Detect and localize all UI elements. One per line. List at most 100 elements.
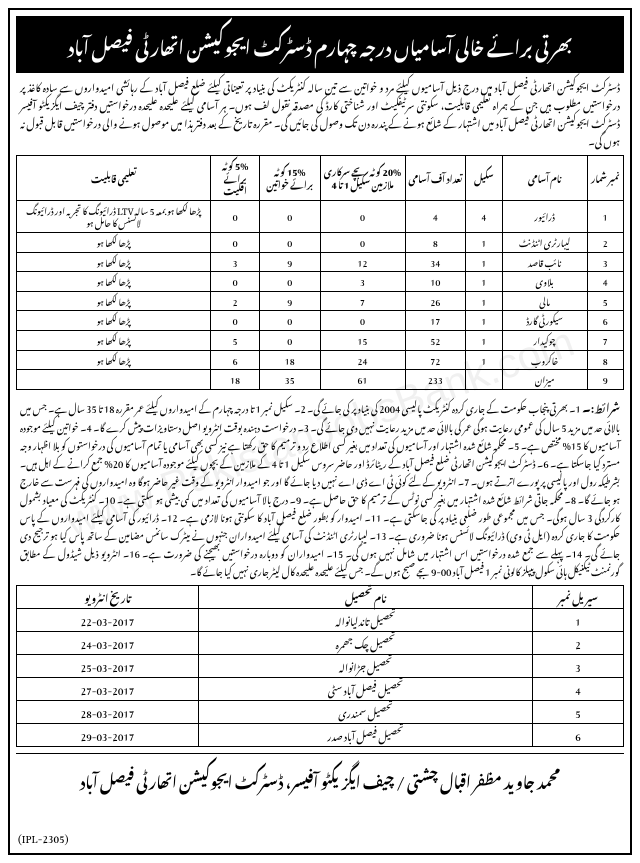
table-cell: 1	[466, 252, 502, 272]
table-cell: 8	[587, 350, 623, 370]
schedule-cell: 5	[532, 701, 623, 724]
table-cell: 1	[587, 200, 623, 232]
table-row: 8خاکروب17224186پڑھا لکھا ہو	[17, 350, 624, 370]
schedule-table: سیریل نمبر نام تحصیل تاریخ انٹرویو 1تحصی…	[16, 585, 624, 747]
table-cell: 15	[320, 330, 405, 350]
table-cell: 1	[466, 232, 502, 252]
table-row: 2لیبارٹری اٹنڈنٹ18000پڑھا لکھا ہو	[17, 232, 624, 252]
schedule-cell: 28-03-2017	[17, 701, 199, 724]
table-header-row: نمبر شمار نام آسامی سکیل تعداد آف آسامی …	[17, 156, 624, 201]
conditions-block: شرائط:۔ 1۔ بھرتی پنجاب حکومت کے جاری کرد…	[16, 396, 624, 579]
table-cell: 10	[405, 272, 466, 292]
col-post: نام آسامی	[502, 156, 587, 201]
schedule-row: 5تحصیل سمندری28-03-2017	[17, 701, 624, 724]
table-row: 6سیکورٹی گارڈ117000پڑھا لکھا ہو	[17, 311, 624, 331]
table-cell: 0	[259, 311, 320, 331]
sch-col-tehsil: نام تحصیل	[199, 586, 533, 609]
schedule-cell: تحصیل تاندلیانوالہ	[199, 609, 533, 632]
table-cell: 12	[320, 252, 405, 272]
schedule-cell: تحصیل فیصل آباد صدر	[199, 724, 533, 747]
table-cell: مالی	[502, 291, 587, 311]
table-cell: 1	[466, 291, 502, 311]
table-row: 9میزان 233613518	[17, 370, 624, 390]
table-cell: پڑھا لکھا ہو	[17, 330, 211, 350]
table-cell: 18	[259, 350, 320, 370]
table-cell: 1	[466, 311, 502, 331]
table-cell: 4	[466, 200, 502, 232]
schedule-cell: 4	[532, 678, 623, 701]
table-cell: 233	[405, 370, 466, 390]
table-cell: پڑھا لکھا ہو	[17, 350, 211, 370]
table-cell: 0	[259, 272, 320, 292]
schedule-cell: 22-03-2017	[17, 609, 199, 632]
table-cell: 6	[211, 350, 260, 370]
table-cell: پڑھا لکھا ہو	[17, 232, 211, 252]
table-cell: 9	[587, 370, 623, 390]
schedule-cell: 29-03-2017	[17, 724, 199, 747]
table-row: 5مالی126792پڑھا لکھا ہو	[17, 291, 624, 311]
schedule-cell: تحصیل سمندری	[199, 701, 533, 724]
table-cell: 3	[320, 272, 405, 292]
table-cell: 0	[320, 232, 405, 252]
table-cell: 35	[259, 370, 320, 390]
schedule-row: 3تحصیل جڑانوالہ25-03-2017	[17, 655, 624, 678]
schedule-row: 4تحصیل فیصل آباد سٹی27-03-2017	[17, 678, 624, 701]
table-cell: 0	[211, 272, 260, 292]
table-row: 1ڈرائیور44000پڑھا لکھا ہو بمعہ 5 سالہ LT…	[17, 200, 624, 232]
table-cell: خاکروب	[502, 350, 587, 370]
table-cell: 61	[320, 370, 405, 390]
table-cell: 26	[405, 291, 466, 311]
document-border: بھرتی برائے خالی آسامیاں درجہ چہارم ڈسٹر…	[8, 8, 632, 855]
table-cell: 0	[259, 232, 320, 252]
table-cell	[17, 370, 211, 390]
col-q15: 15% کوٹہ برائے خواتین	[259, 156, 320, 201]
table-cell: 0	[320, 200, 405, 232]
table-cell: بلاوی	[502, 272, 587, 292]
table-cell: 17	[405, 311, 466, 331]
table-row: 4بلاوی110300پڑھا لکھا ہو	[17, 272, 624, 292]
table-cell: 18	[211, 370, 260, 390]
table-row: 7چوکیدار1521505پڑھا لکھا ہو	[17, 330, 624, 350]
table-cell: 8	[405, 232, 466, 252]
schedule-row: 6تحصیل فیصل آباد صدر29-03-2017	[17, 724, 624, 747]
schedule-cell: تحصیل فیصل آباد سٹی	[199, 678, 533, 701]
col-q20: 20% کوٹہ بچے سرکاری ملازمین سکیل 1 تا 4	[320, 156, 405, 201]
col-q5: 5% کوٹہ برائے اقلیت	[211, 156, 260, 201]
table-cell: 2	[587, 232, 623, 252]
table-cell: 0	[211, 200, 260, 232]
table-cell: 7	[587, 330, 623, 350]
col-edu: تعلیمی قابلیت	[17, 156, 211, 201]
table-cell: پڑھا لکھا ہو	[17, 311, 211, 331]
table-cell: 4	[587, 272, 623, 292]
table-cell: 1	[466, 330, 502, 350]
intro-paragraph: ڈسٹرکٹ ایجوکیشن اتھارٹی فیصل آباد میں در…	[16, 77, 624, 149]
table-cell: 4	[405, 200, 466, 232]
table-cell: سیکورٹی گارڈ	[502, 311, 587, 331]
col-sr: نمبر شمار	[587, 156, 623, 201]
table-cell: پڑھا لکھا ہو	[17, 272, 211, 292]
table-cell: 72	[405, 350, 466, 370]
table-cell: 7	[320, 291, 405, 311]
header-title: بھرتی برائے خالی آسامیاں درجہ چہارم ڈسٹر…	[16, 16, 624, 73]
table-cell: 9	[259, 252, 320, 272]
table-cell: 1	[466, 350, 502, 370]
table-cell	[466, 370, 502, 390]
sch-col-date: تاریخ انٹرویو	[17, 586, 199, 609]
table-cell: 3	[587, 252, 623, 272]
schedule-header-row: سیریل نمبر نام تحصیل تاریخ انٹرویو	[17, 586, 624, 609]
schedule-cell: 24-03-2017	[17, 632, 199, 655]
table-cell: 52	[405, 330, 466, 350]
table-cell: پڑھا لکھا ہو	[17, 252, 211, 272]
table-cell: 3	[211, 252, 260, 272]
schedule-row: 2تحصیل چک جھمرہ24-03-2017	[17, 632, 624, 655]
table-cell: 5	[587, 291, 623, 311]
footer-signature: محمد جاوید مظفر اقبال چشتی / چیف ایگزیکٹ…	[16, 753, 624, 798]
schedule-cell: 1	[532, 609, 623, 632]
table-cell: لیبارٹری اٹنڈنٹ	[502, 232, 587, 252]
schedule-cell: 27-03-2017	[17, 678, 199, 701]
table-cell: 24	[320, 350, 405, 370]
table-cell: 6	[587, 311, 623, 331]
table-cell: میزان	[502, 370, 587, 390]
schedule-cell: 3	[532, 655, 623, 678]
table-cell: چوکیدار	[502, 330, 587, 350]
